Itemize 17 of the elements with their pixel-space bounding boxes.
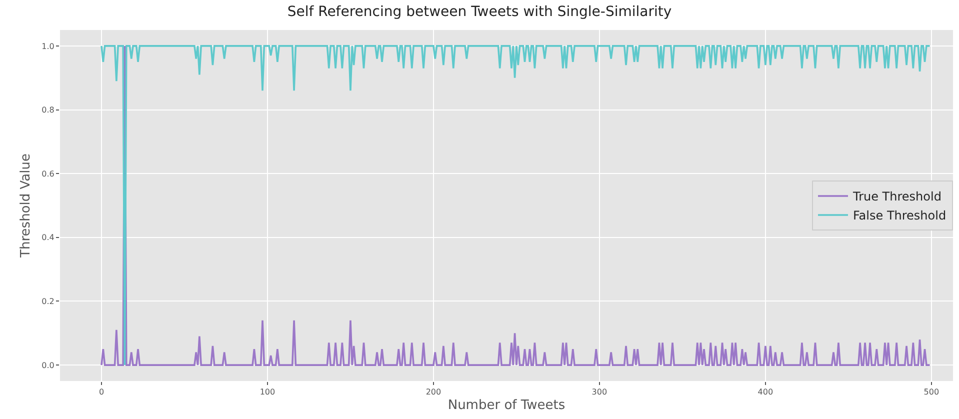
x-tick-label: 400 bbox=[758, 388, 774, 397]
x-tick-label: 0 bbox=[98, 388, 104, 397]
x-tick-label: 300 bbox=[592, 388, 608, 397]
x-tick-label: 500 bbox=[924, 388, 940, 397]
legend-label: False Threshold bbox=[853, 208, 946, 223]
chart-title: Self Referencing between Tweets with Single-Similarity bbox=[287, 4, 672, 20]
y-axis-title: Threshold Value bbox=[18, 154, 34, 258]
x-axis-title: Number of Tweets bbox=[448, 398, 566, 414]
legend-label: True Threshold bbox=[852, 190, 942, 204]
x-tick-label: 200 bbox=[426, 388, 442, 397]
y-tick-label: 0.8 bbox=[42, 106, 54, 115]
y-tick-label: 0.0 bbox=[42, 360, 54, 370]
y-tick-label: 0.2 bbox=[42, 297, 54, 306]
x-tick-label: 100 bbox=[260, 388, 276, 397]
y-tick-label: 0.4 bbox=[42, 233, 54, 242]
y-tick-label: 0.6 bbox=[42, 169, 54, 178]
y-tick-label: 1.0 bbox=[42, 42, 54, 51]
